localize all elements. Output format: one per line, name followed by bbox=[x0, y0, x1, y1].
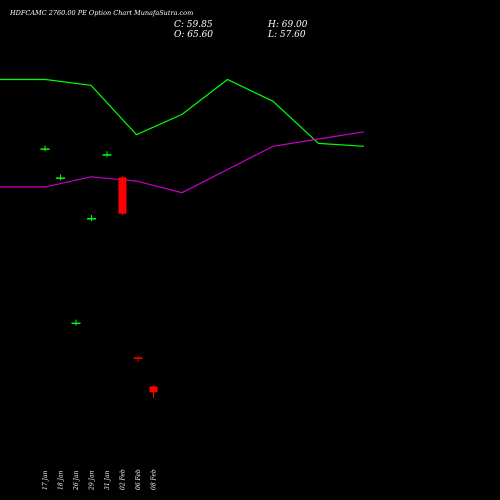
candle-8 bbox=[149, 385, 158, 399]
candle-6 bbox=[118, 175, 127, 216]
candle-body bbox=[71, 322, 81, 325]
candle-1 bbox=[40, 145, 50, 152]
x-tick-label: 31 Jan bbox=[104, 470, 111, 490]
candle-body bbox=[56, 177, 65, 179]
close-price-label: C: 59.85 bbox=[174, 20, 213, 30]
candle-body bbox=[133, 357, 143, 359]
indicator-lines bbox=[0, 78, 365, 194]
candle-4 bbox=[87, 215, 96, 221]
x-tick-label: 26 Jan bbox=[73, 470, 80, 491]
indicator-line-2 bbox=[0, 131, 365, 194]
candle-body bbox=[87, 218, 96, 220]
candle-2 bbox=[56, 174, 65, 181]
candle-body bbox=[118, 177, 127, 214]
low-price-label: L: 57.60 bbox=[267, 30, 306, 40]
x-tick-label: 08 Feb bbox=[151, 469, 158, 490]
candle-3 bbox=[71, 319, 81, 326]
x-axis-ticks: 17 Jan 18 Jan 26 Jan 29 Jan 31 Jan 02 Feb 06 F… bbox=[42, 469, 158, 491]
x-tick-label: 18 Jan bbox=[58, 470, 65, 490]
x-tick-label: 06 Feb bbox=[135, 469, 142, 490]
indicator-line-1 bbox=[0, 78, 365, 147]
candle-body bbox=[149, 386, 158, 393]
candle-7 bbox=[133, 355, 143, 362]
chart-title: HDFCAMC 2760.00 PE Option Chart MunafaSu… bbox=[9, 9, 193, 17]
x-tick-label: 29 Jan bbox=[89, 470, 96, 491]
candle-5 bbox=[102, 151, 112, 158]
candle-body bbox=[40, 148, 50, 150]
candle-body bbox=[102, 154, 112, 156]
candles bbox=[40, 145, 158, 399]
x-tick-label: 02 Feb bbox=[120, 469, 127, 490]
open-price-label: O: 65.60 bbox=[174, 30, 213, 40]
high-price-label: H: 69.00 bbox=[267, 20, 308, 30]
x-tick-label: 17 Jan bbox=[42, 470, 49, 490]
